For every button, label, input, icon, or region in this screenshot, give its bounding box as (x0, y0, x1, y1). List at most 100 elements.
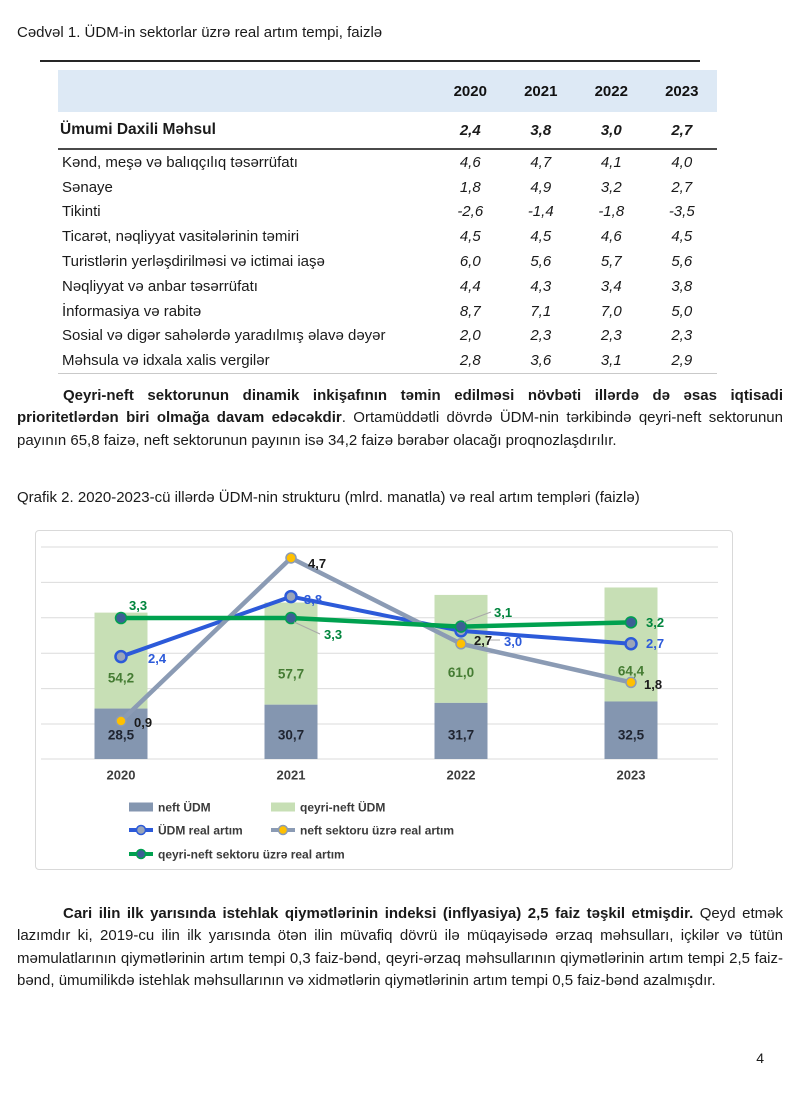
x-axis-category-label: 2022 (447, 768, 476, 783)
table-cell-value: 2,0 (459, 327, 481, 345)
data-point-marker (284, 611, 298, 625)
x-axis-category-label: 2020 (107, 768, 136, 783)
line-value-label: 2,7 (474, 633, 492, 648)
year-column-header: 2021 (524, 82, 558, 100)
total-row-value: 3,0 (600, 121, 622, 139)
table-row-label: Ticarət, nəqliyyat vasitələrinin təmiri (62, 228, 300, 246)
data-point-marker (625, 676, 637, 689)
line-value-label: 1,8 (644, 677, 662, 692)
bar-value-label-neft: 31,7 (448, 728, 474, 743)
table-cell-value: 2,7 (671, 178, 693, 196)
bar-value-label-neft: 32,5 (618, 728, 645, 743)
line-value-label: 3,0 (504, 634, 522, 649)
table-cell-value: 7,1 (530, 302, 552, 320)
data-point-marker (454, 620, 468, 633)
table-cell-value: 2,3 (600, 327, 622, 345)
table-row-label: Kənd, meşə və balıqçılıq təsərrüfatı (62, 153, 298, 171)
data-point-marker (114, 649, 128, 664)
x-axis-category-label: 2023 (617, 768, 646, 783)
paragraph-bold-lead: Qeyri-neft sektorunun dinamik inkişafını… (17, 387, 783, 427)
total-row-value: 2,4 (459, 121, 481, 139)
legend-swatch (271, 802, 295, 812)
bar-neft-udm (604, 701, 658, 759)
table-cell-value: 3,2 (600, 178, 622, 196)
table-cell-value: 4,7 (530, 153, 552, 171)
table-cell-value: 4,9 (530, 178, 552, 196)
table-row-label: Tikinti (62, 203, 101, 221)
table-cell-value: 3,8 (671, 277, 693, 295)
table-cell-value: 3,1 (600, 352, 622, 370)
line-value-label: 2,4 (148, 651, 167, 666)
table-row-label: İnformasiya və rabitə (62, 302, 202, 320)
table-cell-value: 4,5 (671, 228, 693, 246)
table-cell-value: 4,6 (459, 153, 481, 171)
legend-label: neft ÜDM (158, 800, 211, 815)
year-column-header: 2022 (594, 82, 628, 100)
line-value-label: 2,7 (646, 636, 664, 651)
table-header-row: 2020 2021 2022 2023 (58, 70, 717, 112)
bar-neft-udm (264, 704, 318, 759)
table-row: Nəqliyyat və anbar təsərrüfatı 4,4 4,3 3,4 3… (58, 274, 717, 299)
table-total-row: Ümumi Daxili Məhsul 2,4 3,8 3,0 2,7 (58, 112, 717, 150)
total-row-label: Ümumi Daxili Məhsul (60, 121, 216, 138)
table-cell-value: 2,9 (671, 352, 693, 370)
table-cell-value: 4,3 (530, 277, 552, 295)
table-row: Sənaye 1,8 4,9 3,2 2,7 (58, 175, 717, 200)
table-cell-value: 6,0 (459, 253, 481, 271)
table-row: İnformasiya və rabitə 8,7 7,1 7,0 5,0 (58, 299, 717, 324)
table-cell-value: 1,8 (459, 178, 481, 196)
table-cell-value: -3,5 (668, 203, 695, 221)
gdp-sectors-table: 2020 2021 2022 2023 Ümumi Daxili Məhsul … (40, 60, 717, 375)
paragraph-bold-lead: Cari ilin ilk yarısında istehlak qiymətl… (63, 905, 694, 922)
table-top-rule (40, 60, 700, 62)
data-point-marker (624, 637, 638, 651)
chart-caption: Qrafik 2. 2020-2023-cü illərdə ÜDM-nin s… (17, 489, 640, 506)
paragraph-rest: Qeyd etmək lazımdır ki, 2019-cu ilin ilk… (17, 905, 783, 990)
line-value-label: 4,7 (308, 556, 326, 571)
table-cell-value: 4,6 (600, 228, 622, 246)
data-point-marker (455, 638, 467, 650)
year-column-header: 2020 (453, 82, 487, 100)
gdp-structure-chart: 2,4 3,8 3,0 2,7 0,9 4,7 2,7 1,8 3,3 3,3 3,1 3,2 28,5… (35, 530, 733, 870)
legend-label: neft sektoru üzrə real artım (300, 824, 454, 838)
table-cell-value: 8,7 (459, 302, 481, 320)
paragraph-nonoil: Qeyri-neft sektorunun dinamik inkişafını… (17, 385, 783, 452)
table-cell-value: 3,6 (530, 352, 552, 370)
data-point-marker (285, 552, 297, 564)
line-value-label: 3,3 (324, 627, 342, 642)
table-cell-value: 4,1 (600, 153, 622, 171)
table-row-label: Turistlərin yerləşdirilməsi və ictimai i… (62, 253, 325, 271)
table-row: Ticarət, nəqliyyat vasitələrinin təmiri 4… (58, 224, 717, 249)
table-cell-value: 4,4 (459, 277, 481, 295)
table-cell-value: 5,6 (530, 253, 552, 271)
x-axis-category-label: 2021 (277, 768, 306, 783)
legend-label: qeyri-neft sektoru üzrə real artım (158, 848, 345, 862)
data-point-marker (624, 616, 638, 629)
bar-value-label-qeyri-neft: 64,4 (618, 663, 645, 678)
table-cell-value: 4,0 (671, 153, 693, 171)
table-cell-value: 3,4 (600, 277, 622, 295)
line-qeyri-neft-sektoru (118, 615, 634, 629)
table-row: Sosial və digər sahələrdə yaradılmış əla… (58, 324, 717, 349)
paragraph-inflation: Cari ilin ilk yarısında istehlak qiymətl… (17, 903, 783, 993)
chart-canvas: 2,4 3,8 3,0 2,7 0,9 4,7 2,7 1,8 3,3 3,3 3,1 3,2 28,5… (41, 546, 718, 862)
table-cell-value: 4,5 (459, 228, 481, 246)
legend-swatch (129, 802, 153, 812)
legend-label: ÜDM real artım (158, 823, 243, 838)
table-cell-value: 2,3 (671, 327, 693, 345)
table-cell-value: 5,7 (600, 253, 622, 271)
line-value-label: 3,3 (129, 598, 147, 613)
label-leader-line (463, 611, 492, 623)
line-value-label: 3,1 (494, 605, 512, 620)
bar-value-label-neft: 30,7 (278, 728, 304, 743)
table-row-label: Sosial və digər sahələrdə yaradılmış əla… (62, 327, 386, 345)
line-udm-real-artim (119, 594, 633, 659)
data-point-marker (114, 611, 128, 625)
table-row: Turistlərin yerləşdirilməsi və ictimai i… (58, 249, 717, 274)
table-row: Kənd, meşə və balıqçılıq təsərrüfatı 4,6 4… (58, 150, 717, 175)
total-row-value: 3,8 (530, 121, 552, 139)
legend-marker (135, 848, 147, 860)
table-cell-value: 4,5 (530, 228, 552, 246)
bar-neft-udm (434, 702, 488, 759)
